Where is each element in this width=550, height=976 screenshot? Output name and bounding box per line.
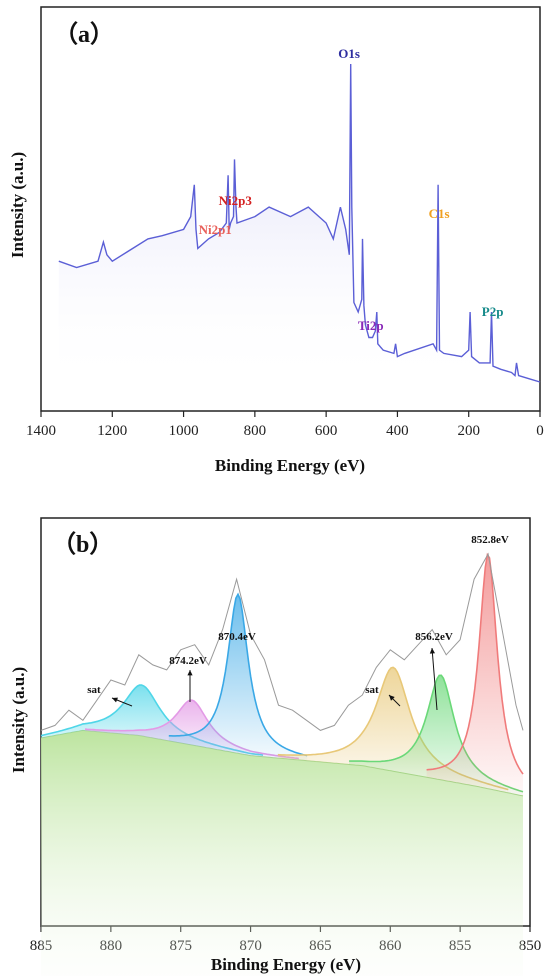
peak-label-c1s: C1s bbox=[429, 206, 450, 221]
component-fill bbox=[349, 675, 523, 796]
peak-label-o1s: O1s bbox=[338, 46, 360, 61]
survey-line bbox=[58, 63, 541, 383]
y-axis-title-b: Intensity (a.u.) bbox=[9, 667, 28, 773]
peak-label-5: 852.8eV bbox=[471, 534, 509, 546]
peak-label-3: sat bbox=[365, 684, 379, 696]
x-tick-label: 1000 bbox=[169, 423, 199, 439]
plot-area-a: O1s Ni2p3 Ni2p1 C1s Ti2p P2p bbox=[58, 46, 541, 389]
panel-label-a: （a） bbox=[54, 21, 114, 48]
plot-frame-a bbox=[40, 6, 541, 412]
component-fill bbox=[277, 667, 509, 793]
peak-label-ni2p1: Ni2p1 bbox=[199, 222, 232, 237]
x-tick-label: 1200 bbox=[97, 423, 127, 439]
peak-label-ti2p: Ti2p bbox=[358, 318, 384, 333]
x-tick-label: 800 bbox=[244, 423, 267, 439]
component-line bbox=[426, 552, 524, 775]
x-tick-label: 400 bbox=[386, 423, 409, 439]
peak-label-2: 870.4eV bbox=[218, 631, 256, 643]
panel-label-b: （b） bbox=[52, 531, 113, 558]
component-fill bbox=[85, 700, 299, 760]
component-fill bbox=[41, 685, 264, 757]
x-tick-label: 850 bbox=[519, 938, 542, 954]
arrow-head bbox=[187, 670, 193, 676]
chart-a: （a） 1400 1200 1000 800 600 400 200 0 O1s Ni2p3 Ni… bbox=[8, 6, 544, 475]
peak-label-0: sat bbox=[87, 684, 101, 696]
peak-label-4: 856.2eV bbox=[415, 631, 453, 643]
component-line bbox=[168, 592, 308, 757]
survey-fill bbox=[58, 64, 541, 389]
component-fill bbox=[426, 554, 523, 796]
x-axis-a: 1400 1200 1000 800 600 400 200 0 bbox=[26, 411, 544, 439]
arrow-head bbox=[112, 697, 118, 703]
x-tick-label: 1400 bbox=[26, 423, 56, 439]
y-axis-title-a: Intensity (a.u.) bbox=[8, 152, 27, 258]
x-tick-label: 200 bbox=[457, 423, 480, 439]
component-fill bbox=[168, 594, 308, 761]
plot-area-b: sat 874.2eV 870.4eV sat 856.2eV 852.8eV bbox=[40, 534, 524, 976]
x-axis-title-a: Binding Energy (eV) bbox=[215, 456, 365, 475]
x-tick-label: 600 bbox=[315, 423, 338, 439]
peak-label-1: 874.2eV bbox=[169, 655, 207, 667]
raw-spectrum-line bbox=[40, 552, 524, 731]
peak-label-ni2p3: Ni2p3 bbox=[219, 193, 253, 208]
peak-label-p2p: P2p bbox=[482, 304, 504, 319]
x-axis-title-b: Binding Energy (eV) bbox=[211, 955, 361, 974]
arrow-head bbox=[389, 695, 395, 701]
x-tick-label: 0 bbox=[536, 423, 544, 439]
label-arrow bbox=[431, 647, 438, 711]
background-fill bbox=[41, 730, 523, 976]
chart-b: （b） 885880875870865860855850 sat874.2eV8… bbox=[9, 517, 542, 976]
arrow-head bbox=[429, 648, 435, 654]
